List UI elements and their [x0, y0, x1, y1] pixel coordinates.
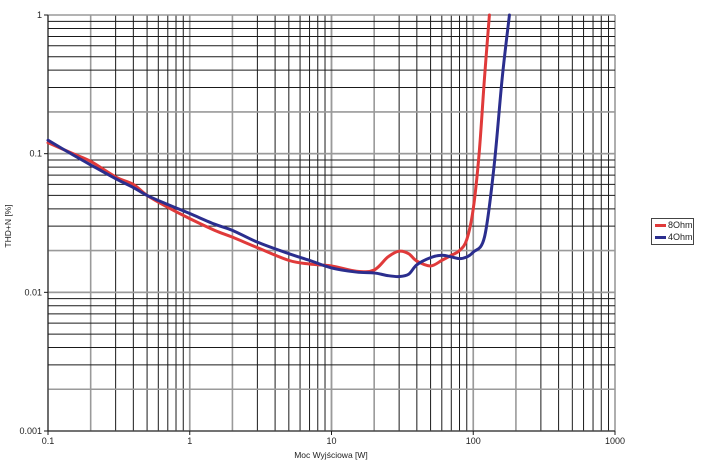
series-8ohm-line	[46, 13, 491, 274]
y-tick-label: 1	[37, 10, 42, 20]
x-tick-label: 1000	[605, 436, 625, 446]
legend-label: 8Ohm	[668, 220, 693, 230]
legend-label: 4Ohm	[668, 232, 693, 242]
data-series	[46, 13, 511, 279]
legend-item-8ohm: 8Ohm	[655, 219, 693, 231]
legend: 8Ohm 4Ohm	[651, 218, 694, 245]
y-tick-label: 0.1	[29, 149, 42, 159]
x-tick-label: 0.1	[42, 436, 55, 446]
series-4ohm-line	[46, 13, 511, 279]
x-axis-label: Moc Wyjściowa [W]	[294, 450, 368, 460]
y-tick-label: 0.01	[24, 287, 42, 297]
legend-item-4ohm: 4Ohm	[655, 231, 693, 243]
x-tick-label: 1	[187, 436, 192, 446]
x-tick-label: 10	[326, 436, 336, 446]
grid-lines	[47, 14, 616, 432]
y-axis-label: THD+N [%]	[3, 204, 13, 247]
y-tick-label: 0.001	[19, 426, 42, 436]
x-axis-ticks: 0.1 1 10 100 1000	[42, 431, 625, 446]
legend-swatch-red	[655, 223, 666, 227]
legend-swatch-blue	[655, 235, 666, 239]
x-tick-label: 100	[466, 436, 481, 446]
y-axis-ticks: 0.001 0.01 0.1 1	[19, 10, 48, 436]
